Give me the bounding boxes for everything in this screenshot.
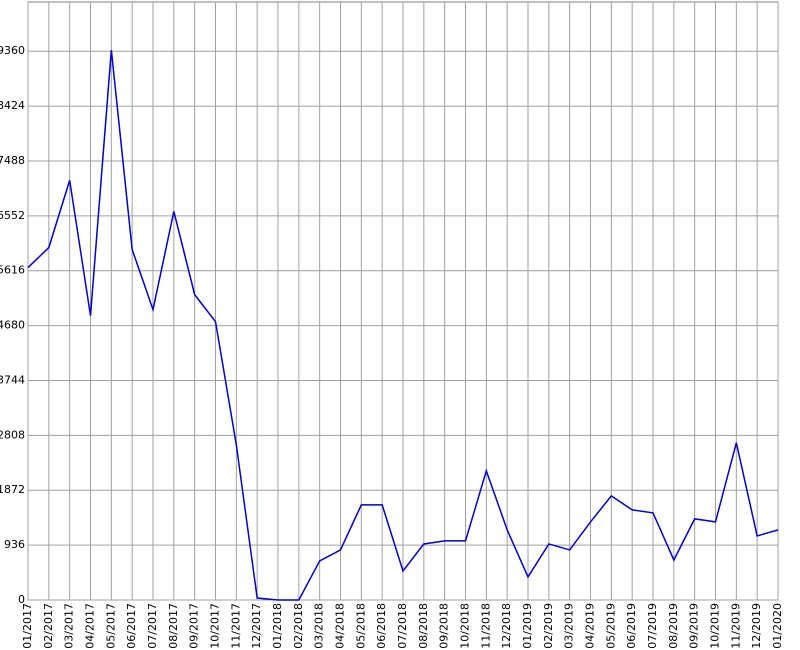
x-tick-label: 06/2017 bbox=[125, 603, 138, 649]
y-tick-label: 2808 bbox=[0, 428, 25, 441]
x-tick-label: 07/2018 bbox=[396, 603, 409, 649]
x-tick-label: 04/2018 bbox=[334, 603, 347, 649]
x-tick-label: 03/2019 bbox=[563, 603, 576, 649]
y-tick-label: 3744 bbox=[0, 373, 25, 386]
x-tick-label: 08/2017 bbox=[167, 603, 180, 649]
x-tick-label: 07/2019 bbox=[646, 603, 659, 649]
y-tick-label: 7488 bbox=[0, 154, 25, 167]
x-tick-label: 01/2020 bbox=[771, 603, 784, 649]
x-tick-label: 09/2019 bbox=[688, 603, 701, 649]
x-tick-label: 12/2019 bbox=[750, 603, 763, 649]
x-tick-label: 08/2019 bbox=[667, 603, 680, 649]
y-tick-label: 5616 bbox=[0, 264, 25, 277]
x-tick-label: 10/2017 bbox=[209, 603, 222, 649]
x-tick-label: 12/2017 bbox=[250, 603, 263, 649]
x-tick-label: 06/2018 bbox=[375, 603, 388, 649]
x-tick-label: 04/2017 bbox=[84, 603, 97, 649]
y-tick-label: 0 bbox=[18, 593, 25, 606]
x-tick-label: 06/2019 bbox=[625, 603, 638, 649]
x-tick-label: 05/2018 bbox=[354, 603, 367, 649]
data-line bbox=[27, 49, 779, 601]
x-tick-label: 11/2019 bbox=[729, 603, 742, 649]
x-tick-label: 10/2019 bbox=[709, 603, 722, 649]
x-tick-label: 02/2017 bbox=[42, 603, 55, 649]
x-tick-label: 02/2018 bbox=[292, 603, 305, 649]
x-tick-label: 09/2017 bbox=[188, 603, 201, 649]
y-tick-label: 9360 bbox=[0, 44, 25, 57]
x-tick-label: 01/2017 bbox=[21, 603, 34, 649]
x-tick-label: 08/2018 bbox=[417, 603, 430, 649]
y-tick-label: 936 bbox=[4, 538, 25, 551]
x-tick-label: 11/2018 bbox=[479, 603, 492, 649]
x-tick-label: 03/2018 bbox=[313, 603, 326, 649]
x-tick-label: 01/2019 bbox=[521, 603, 534, 649]
x-tick-label: 02/2019 bbox=[542, 603, 555, 649]
x-tick-label: 09/2018 bbox=[438, 603, 451, 649]
x-tick-label: 11/2017 bbox=[229, 603, 242, 649]
y-tick-label: 8424 bbox=[0, 99, 25, 112]
x-tick-label: 05/2019 bbox=[604, 603, 617, 649]
x-tick-label: 01/2018 bbox=[271, 603, 284, 649]
y-tick-label: 6552 bbox=[0, 209, 25, 222]
x-tick-label: 05/2017 bbox=[104, 603, 117, 649]
x-tick-label: 12/2018 bbox=[500, 603, 513, 649]
y-tick-label: 4680 bbox=[0, 319, 25, 332]
y-tick-label: 1872 bbox=[0, 483, 25, 496]
x-tick-label: 07/2017 bbox=[146, 603, 159, 649]
x-tick-label: 10/2018 bbox=[459, 603, 472, 649]
x-tick-label: 04/2019 bbox=[584, 603, 597, 649]
x-tick-label: 03/2017 bbox=[63, 603, 76, 649]
